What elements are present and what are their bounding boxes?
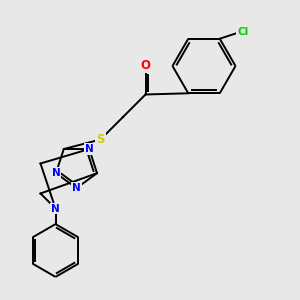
Text: O: O [140, 59, 151, 72]
Text: N: N [85, 144, 94, 154]
Text: S: S [96, 133, 105, 146]
Text: N: N [52, 168, 60, 178]
Text: N: N [72, 183, 81, 193]
Text: N: N [51, 203, 60, 214]
Text: Cl: Cl [237, 27, 248, 37]
